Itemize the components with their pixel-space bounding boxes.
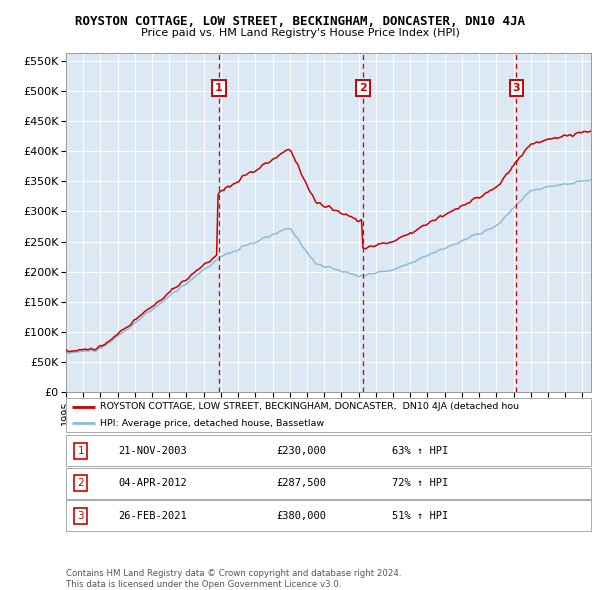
Text: 1: 1	[215, 83, 223, 93]
Text: 72% ↑ HPI: 72% ↑ HPI	[392, 478, 448, 488]
Text: ROYSTON COTTAGE, LOW STREET, BECKINGHAM, DONCASTER,  DN10 4JA (detached hou: ROYSTON COTTAGE, LOW STREET, BECKINGHAM,…	[100, 402, 519, 411]
Text: HPI: Average price, detached house, Bassetlaw: HPI: Average price, detached house, Bass…	[100, 419, 324, 428]
Text: 1: 1	[77, 446, 84, 455]
Text: ROYSTON COTTAGE, LOW STREET, BECKINGHAM, DONCASTER, DN10 4JA: ROYSTON COTTAGE, LOW STREET, BECKINGHAM,…	[75, 15, 525, 28]
Text: 21-NOV-2003: 21-NOV-2003	[119, 446, 187, 455]
Text: 04-APR-2012: 04-APR-2012	[119, 478, 187, 488]
Text: £230,000: £230,000	[276, 446, 326, 455]
Text: Contains HM Land Registry data © Crown copyright and database right 2024.
This d: Contains HM Land Registry data © Crown c…	[66, 569, 401, 589]
Text: 2: 2	[359, 83, 367, 93]
Text: 3: 3	[512, 83, 520, 93]
Text: 2: 2	[77, 478, 84, 488]
Text: £287,500: £287,500	[276, 478, 326, 488]
Text: Price paid vs. HM Land Registry's House Price Index (HPI): Price paid vs. HM Land Registry's House …	[140, 28, 460, 38]
Text: £380,000: £380,000	[276, 511, 326, 520]
Text: 26-FEB-2021: 26-FEB-2021	[119, 511, 187, 520]
Text: 3: 3	[77, 511, 84, 520]
Text: 63% ↑ HPI: 63% ↑ HPI	[392, 446, 448, 455]
Text: 51% ↑ HPI: 51% ↑ HPI	[392, 511, 448, 520]
